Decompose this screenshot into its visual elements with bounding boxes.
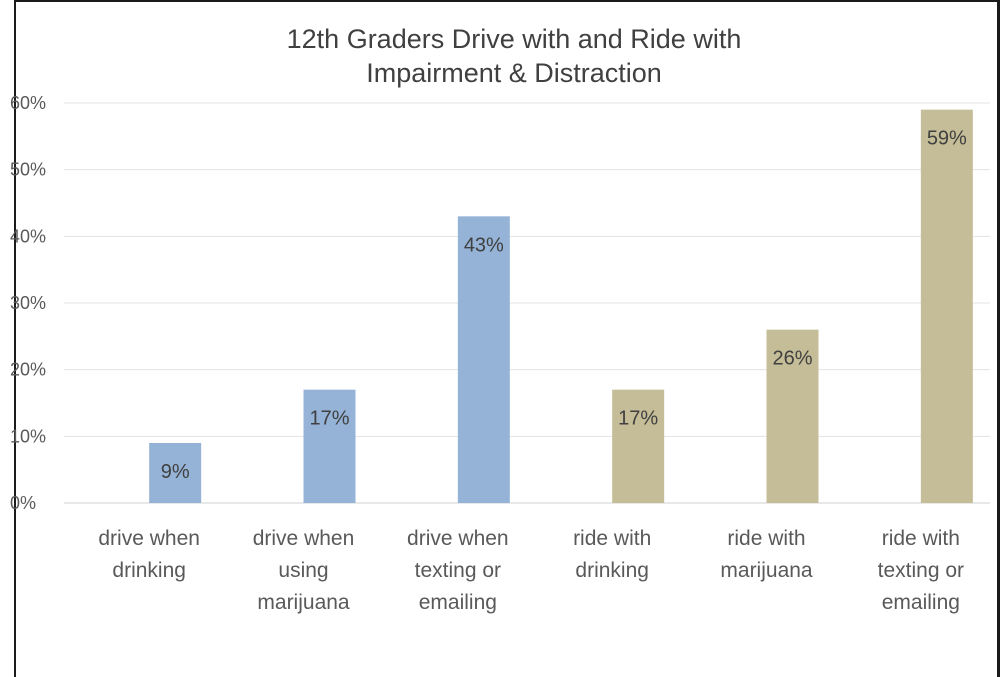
data-label: 43% xyxy=(464,234,504,256)
chart-title: 12th Graders Drive with and Ride with Imp… xyxy=(287,24,742,88)
x-category-label: ride with marijuana xyxy=(720,527,813,582)
bar xyxy=(457,216,510,504)
bar xyxy=(303,389,356,503)
x-category-label: drive when drinking xyxy=(98,527,200,582)
y-tick-label: 40% xyxy=(10,226,46,246)
gridlines xyxy=(64,102,990,504)
chart-title-line-2: Impairment & Distraction xyxy=(366,58,662,88)
frame-top-border xyxy=(14,0,1000,2)
bar xyxy=(766,329,819,503)
y-tick-label: 30% xyxy=(10,293,46,313)
data-label: 9% xyxy=(161,461,190,483)
bar xyxy=(149,443,202,503)
data-label: 59% xyxy=(927,128,967,150)
x-axis-category-labels: drive when drinking drive when using marijua… xyxy=(98,527,964,614)
y-tick-label: 0% xyxy=(10,493,36,513)
y-tick-label: 60% xyxy=(10,93,46,113)
bar xyxy=(612,389,665,503)
data-label: 17% xyxy=(618,408,658,430)
x-category-label: ride with texting or emailing xyxy=(878,527,964,614)
data-label: 17% xyxy=(309,408,349,430)
frame-left-border xyxy=(14,0,16,677)
y-tick-label: 20% xyxy=(10,360,46,380)
frame-right-border xyxy=(997,0,1000,677)
bar xyxy=(920,109,973,504)
y-tick-label: 50% xyxy=(10,160,46,180)
chart-title-line-1: 12th Graders Drive with and Ride with xyxy=(287,24,742,54)
y-tick-label: 10% xyxy=(10,426,46,446)
x-category-label: drive when texting or emailing xyxy=(407,527,509,614)
x-category-label: drive when using marijuana xyxy=(253,527,355,614)
x-category-label: ride with drinking xyxy=(573,527,651,582)
bars xyxy=(149,109,973,504)
data-label: 26% xyxy=(772,348,812,370)
y-axis-tick-labels: 0% 10% 20% 30% 40% 50% 60% xyxy=(10,93,46,513)
data-labels: 9% 17% 43% 17% 26% 59% xyxy=(161,128,967,483)
